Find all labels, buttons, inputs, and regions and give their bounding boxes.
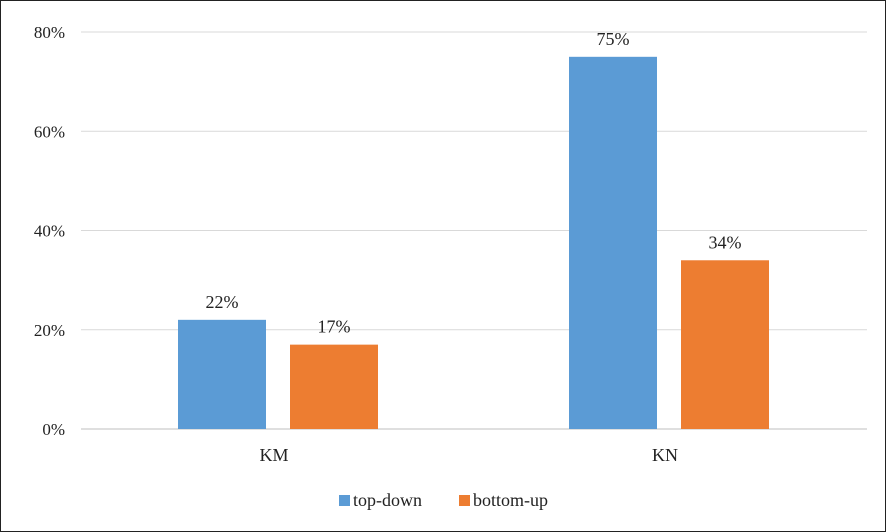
bar-top-down-kn: [569, 56, 657, 429]
y-tick-label: 20%: [34, 321, 65, 340]
y-tick-label: 80%: [34, 23, 65, 42]
data-label: 17%: [318, 317, 351, 337]
data-label: 22%: [206, 292, 239, 312]
data-label: 75%: [597, 29, 630, 49]
data-labels: 22% 17% 75% 34%: [206, 29, 742, 337]
bars: [178, 56, 769, 429]
y-axis-ticks: 0% 20% 40% 60% 80%: [34, 23, 65, 439]
category-label: KM: [259, 445, 288, 465]
bar-bottom-up-kn: [681, 260, 769, 429]
y-tick-label: 0%: [42, 420, 65, 439]
y-tick-label: 60%: [34, 122, 65, 141]
legend: top-down bottom-up: [339, 490, 548, 510]
x-axis-categories: KM KN: [259, 445, 678, 465]
bar-top-down-km: [178, 319, 266, 429]
legend-label: bottom-up: [473, 490, 548, 510]
category-label: KN: [652, 445, 678, 465]
data-label: 34%: [709, 232, 742, 252]
legend-swatch-bottom-up: [459, 495, 470, 506]
legend-label: top-down: [353, 490, 422, 510]
legend-swatch-top-down: [339, 495, 350, 506]
bar-bottom-up-km: [290, 344, 378, 429]
y-tick-label: 40%: [34, 222, 65, 241]
